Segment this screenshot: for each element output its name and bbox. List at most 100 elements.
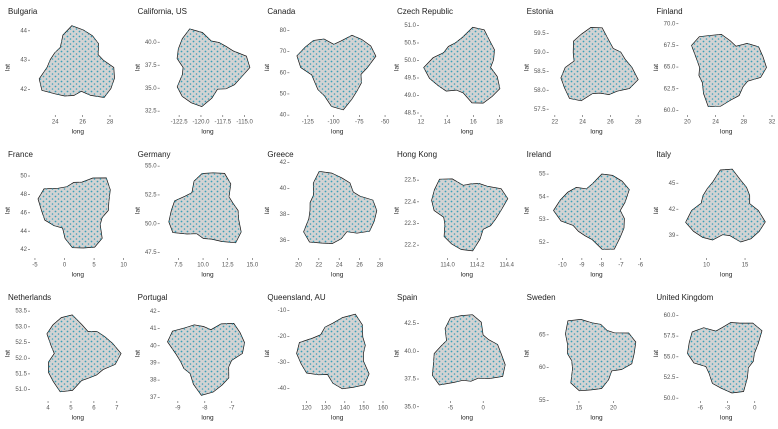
x-tick-label: 10 — [120, 263, 127, 269]
x-tick-label: 114.0 — [440, 263, 455, 269]
x-tick-label: -8 — [202, 406, 208, 412]
y-tick-label: 62.5 — [664, 86, 676, 92]
y-axis-label: lat — [394, 207, 401, 214]
y-tick-label: -30 — [278, 360, 287, 366]
location-points — [431, 178, 508, 251]
y-tick-label: 54 — [539, 194, 546, 200]
location-points — [46, 314, 122, 392]
x-axis-label: long — [720, 272, 733, 279]
y-tick-label: 47.5 — [145, 250, 157, 256]
x-tick-label: 24 — [712, 120, 719, 126]
location-points — [168, 172, 242, 243]
x-axis-label: long — [201, 415, 214, 422]
y-tick-label: 22.2 — [404, 243, 416, 249]
y-tick-label: 40.0 — [404, 349, 416, 355]
x-tick-label: 10.0 — [197, 263, 209, 269]
y-axis-label: lat — [653, 207, 660, 214]
x-tick-label: -6 — [638, 263, 644, 269]
y-tick-label: 50 — [20, 174, 27, 180]
x-axis-label: long — [590, 415, 603, 422]
y-tick-label: 52.5 — [664, 375, 676, 381]
x-axis-label: long — [72, 129, 85, 136]
y-tick-label: 44 — [20, 229, 27, 235]
x-axis-label: long — [590, 129, 603, 136]
y-tick-label: 57.5 — [534, 107, 546, 113]
y-tick-label: 70 — [280, 49, 287, 55]
x-tick-label: 150 — [359, 406, 370, 412]
location-points — [296, 314, 370, 389]
y-tick-label: 42 — [20, 87, 27, 93]
location-points — [177, 28, 250, 107]
y-tick-label: 80 — [280, 28, 287, 34]
x-tick-label: 26 — [79, 120, 86, 126]
x-tick-label: -3 — [725, 406, 731, 412]
y-tick-label: 40 — [280, 186, 287, 192]
location-points — [560, 27, 639, 101]
panel-title: Canada — [267, 7, 296, 16]
y-tick-label: 60.0 — [664, 108, 676, 114]
x-tick-label: 10 — [703, 263, 710, 269]
location-points — [38, 177, 111, 248]
x-tick-label: 15 — [576, 406, 583, 412]
panel-title: Bulgaria — [8, 7, 38, 16]
x-tick-label: 7 — [115, 406, 119, 412]
y-axis-label: lat — [5, 64, 12, 71]
x-tick-label: 0 — [63, 263, 67, 269]
x-axis-label: long — [72, 272, 85, 279]
x-tick-label: 28 — [107, 120, 114, 126]
x-tick-label: 28 — [740, 120, 747, 126]
x-tick-label: 28 — [377, 263, 384, 269]
y-axis-label: lat — [134, 64, 141, 71]
x-tick-label: -9 — [579, 263, 585, 269]
x-tick-label: 18 — [496, 120, 503, 126]
x-axis-label: long — [461, 272, 474, 279]
x-tick-label: 7.5 — [174, 263, 183, 269]
location-points — [39, 25, 115, 98]
x-axis-label: long — [72, 415, 85, 422]
x-tick-label: 5 — [92, 263, 96, 269]
panel-title: Ireland — [527, 150, 551, 159]
y-tick-label: 60 — [280, 70, 287, 76]
x-tick-label: -7 — [229, 406, 235, 412]
y-tick-label: 42 — [20, 247, 27, 253]
x-tick-label: -100 — [328, 120, 341, 126]
y-tick-label: 40 — [280, 113, 287, 119]
x-tick-label: 28 — [635, 120, 642, 126]
y-tick-label: 49.5 — [404, 76, 416, 82]
x-tick-label: 20 — [610, 406, 617, 412]
y-tick-label: -20 — [278, 334, 287, 340]
y-tick-label: 32.5 — [145, 109, 157, 115]
panel-title: Estonia — [527, 7, 554, 16]
location-points — [432, 314, 506, 385]
panel-title: Italy — [656, 150, 671, 159]
y-axis-label: lat — [264, 64, 271, 71]
y-tick-label: 60 — [539, 365, 546, 371]
y-axis-label: lat — [5, 350, 12, 357]
y-tick-label: 39 — [150, 361, 157, 367]
x-tick-label: 22 — [315, 263, 322, 269]
location-points — [296, 35, 376, 110]
y-tick-label: 65 — [539, 332, 546, 338]
x-tick-label: -117.5 — [214, 120, 231, 126]
panel-title: Hong Kong — [397, 150, 437, 159]
y-tick-label: 42.5 — [404, 321, 416, 327]
y-tick-label: 58.5 — [534, 69, 546, 75]
x-tick-label: -5 — [32, 263, 38, 269]
y-tick-label: -40 — [278, 386, 287, 392]
y-tick-label: 50 — [280, 92, 287, 98]
y-tick-label: 55.0 — [664, 354, 676, 360]
x-tick-label: 0 — [482, 406, 486, 412]
panel-title: California, US — [138, 7, 187, 16]
x-tick-label: 15 — [742, 263, 749, 269]
panel-title: Greece — [267, 150, 294, 159]
panel-title: Spain — [397, 293, 417, 302]
x-tick-label: -115.0 — [236, 120, 253, 126]
y-axis-label: lat — [264, 350, 271, 357]
x-tick-label: -50 — [381, 120, 390, 126]
x-axis-label: long — [720, 129, 733, 136]
y-tick-label: 59.5 — [534, 31, 546, 37]
panel-title: Czech Republic — [397, 7, 453, 16]
x-tick-label: 12 — [418, 120, 425, 126]
y-tick-label: 51.0 — [404, 23, 416, 29]
